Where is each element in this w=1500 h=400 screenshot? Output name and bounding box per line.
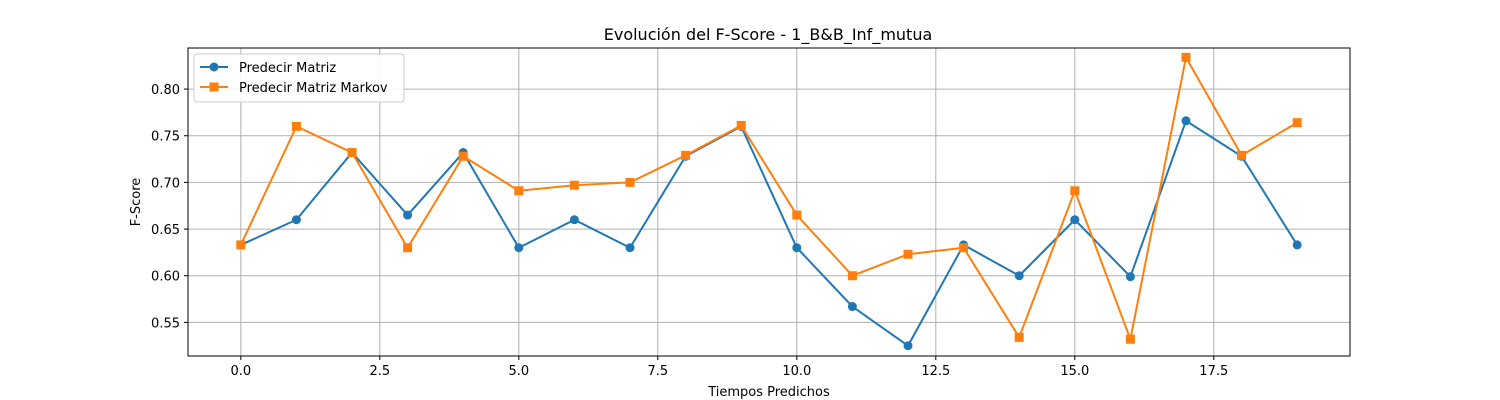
grid	[188, 48, 1350, 356]
chart-title: Evolución del F-Score - 1_B&B_Inf_mutua	[604, 25, 933, 45]
x-tick-label: 7.5	[647, 364, 668, 379]
data-point-1-15	[1070, 186, 1080, 196]
data-point-1-11	[847, 271, 857, 281]
x-tick-label: 12.5	[921, 364, 950, 379]
data-point-1-19	[1292, 118, 1302, 128]
data-point-1-18	[1237, 150, 1247, 160]
data-point-0-7	[625, 243, 635, 253]
y-tick-label: 0.55	[151, 316, 180, 331]
series-line-0	[240, 119, 1299, 347]
data-point-1-5	[514, 186, 524, 196]
data-point-0-16	[1125, 272, 1135, 282]
data-point-1-16	[1125, 334, 1135, 344]
plot-frame	[187, 47, 1351, 357]
legend-box	[193, 53, 405, 103]
legend: Predecir Matriz Predecir Matriz Markov	[193, 53, 405, 103]
data-point-1-8	[681, 150, 691, 160]
data-point-0-1	[291, 215, 301, 225]
x-axis-label: Tiempos Predichos	[707, 385, 830, 400]
y-tick-label: 0.70	[151, 176, 180, 191]
legend-marker-predecir-matriz-markov	[209, 82, 219, 92]
y-tick-label: 0.65	[151, 223, 180, 238]
data-point-0-19	[1292, 240, 1302, 250]
data-point-1-3	[403, 243, 413, 253]
data-point-1-12	[903, 249, 913, 259]
data-point-1-1	[291, 121, 301, 131]
data-point-1-14	[1014, 332, 1024, 342]
series-layer	[236, 52, 1302, 351]
x-tick-label: 5.0	[508, 364, 529, 379]
data-point-1-10	[792, 210, 802, 220]
y-tick-label: 0.80	[151, 83, 180, 98]
data-point-0-15	[1070, 215, 1080, 225]
x-tick-label: 0.0	[230, 364, 251, 379]
data-point-0-17	[1181, 116, 1191, 126]
data-point-1-13	[959, 243, 969, 253]
legend-label-predecir-matriz-markov: Predecir Matriz Markov	[239, 81, 388, 96]
data-point-0-10	[792, 243, 802, 253]
data-point-0-14	[1014, 271, 1024, 281]
data-point-1-9	[736, 120, 746, 130]
data-point-1-0	[236, 240, 246, 250]
y-tick-label: 0.60	[151, 270, 180, 285]
data-point-1-2	[347, 148, 357, 158]
y-axis-label: F-Score	[129, 178, 144, 227]
legend-marker-predecir-matriz	[209, 62, 219, 72]
x-tick-label: 10.0	[782, 364, 811, 379]
data-point-1-7	[625, 177, 635, 187]
x-tick-label: 2.5	[369, 364, 390, 379]
data-point-1-4	[458, 151, 468, 161]
x-tick-label: 17.5	[1199, 364, 1228, 379]
data-point-0-3	[403, 210, 413, 220]
data-point-0-11	[847, 302, 857, 312]
y-tick-label: 0.75	[151, 130, 180, 145]
ticks: 0.0 2.5 5.0 7.5 10.0 12.5 15.0 17.5 0.55 0.60 0.65…	[151, 83, 1228, 379]
data-point-0-5	[514, 243, 524, 253]
data-point-0-6	[569, 215, 579, 225]
data-point-1-6	[569, 180, 579, 190]
data-point-0-12	[903, 341, 913, 351]
data-point-1-17	[1181, 52, 1191, 62]
legend-label-predecir-matriz: Predecir Matriz	[239, 61, 336, 76]
x-tick-label: 15.0	[1060, 364, 1089, 379]
series-line-1	[239, 56, 1298, 341]
